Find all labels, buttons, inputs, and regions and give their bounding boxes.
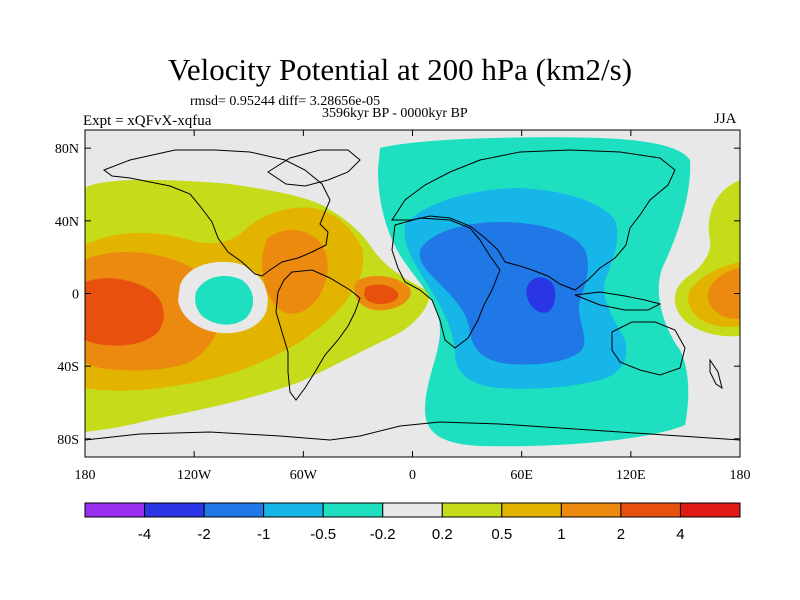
coastlines xyxy=(85,149,740,441)
colorbar-swatch xyxy=(620,502,681,518)
colorbar-swatch xyxy=(263,502,324,518)
contour-positive-2-atlantic xyxy=(364,284,399,304)
new-zealand-outline xyxy=(709,358,723,390)
lon-tick-label: 180 xyxy=(730,468,751,483)
map-title: Velocity Potential at 200 hPa (km2/s) xyxy=(167,52,633,87)
colorbar-swatch xyxy=(84,502,146,518)
north-america-outline xyxy=(102,149,331,277)
colorbar-swatch xyxy=(501,502,562,518)
eurasia-outline xyxy=(391,149,676,291)
axis-ticks: 180 120W 60W 0 60E 120E 180 80N 40N 0 40S 80S xyxy=(55,130,751,483)
lon-tick-label: 60W xyxy=(290,468,318,483)
maritime-continent-outline xyxy=(574,291,662,311)
colorbar-label: -1 xyxy=(257,526,270,543)
colorbar-label: -4 xyxy=(138,526,151,543)
colorbar-swatch xyxy=(203,502,265,518)
lon-tick-label: 120E xyxy=(616,468,646,483)
greenland-outline xyxy=(267,149,361,187)
colorbar-swatch xyxy=(441,502,503,518)
colorbar-swatch xyxy=(322,502,384,518)
colorbar-label: -0.2 xyxy=(370,526,396,543)
south-america-outline xyxy=(275,269,361,401)
antarctica-outline xyxy=(85,421,740,441)
lon-tick-label: 180 xyxy=(75,468,96,483)
colorbar-label: -2 xyxy=(197,526,210,543)
colorbar-label: 0.5 xyxy=(491,526,512,543)
australia-outline xyxy=(611,321,686,376)
contour-negative-1 xyxy=(419,222,588,365)
colorbar-label: 4 xyxy=(676,526,684,543)
colorbar-swatch xyxy=(679,502,741,518)
lon-tick-label: 60E xyxy=(510,468,533,483)
contour-negative-2 xyxy=(526,277,556,313)
colorbar-swatch xyxy=(144,502,205,518)
lat-tick-label: 80S xyxy=(57,433,79,448)
colorbar-label: 0.2 xyxy=(432,526,453,543)
statistics-line: rmsd= 0.95244 diff= 3.28656e-05 xyxy=(190,94,381,109)
lat-tick-label: 40S xyxy=(57,360,79,375)
colorbar-label: 1 xyxy=(557,526,565,543)
season-label: JJA xyxy=(714,111,737,127)
lon-tick-label: 120W xyxy=(177,468,212,483)
period-label: 3596kyr BP - 0000kyr BP xyxy=(322,106,468,121)
colorbar-swatch xyxy=(560,502,622,518)
contour-negative-0.2-east-pacific xyxy=(195,276,254,325)
colorbar-label: 2 xyxy=(617,526,625,543)
contour-positive-2-pacific xyxy=(85,278,164,346)
lat-tick-label: 40N xyxy=(55,215,79,230)
contour-field xyxy=(85,130,740,457)
lat-tick-label: 0 xyxy=(72,288,79,303)
experiment-label: Expt = xQFvX-xqfua xyxy=(83,113,212,129)
lat-tick-label: 80N xyxy=(55,142,79,157)
contour-positive-1-east xyxy=(707,268,740,319)
colorbar-label: -0.5 xyxy=(310,526,336,543)
africa-outline xyxy=(391,217,501,349)
colorbar-swatch xyxy=(382,502,443,518)
lon-tick-label: 0 xyxy=(409,468,416,483)
colorbar: -4 -2 -1 -0.5 -0.2 0.2 0.5 1 2 4 xyxy=(84,502,741,543)
